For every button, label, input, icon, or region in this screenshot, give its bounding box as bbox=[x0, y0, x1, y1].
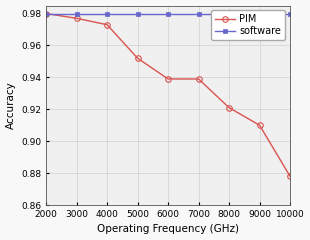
X-axis label: Operating Frequency (GHz): Operating Frequency (GHz) bbox=[97, 224, 239, 234]
Legend: PIM, software: PIM, software bbox=[211, 10, 285, 40]
Line: software: software bbox=[44, 11, 293, 16]
PIM bbox=[227, 106, 231, 109]
PIM bbox=[105, 23, 109, 26]
PIM bbox=[258, 124, 261, 127]
PIM bbox=[288, 175, 292, 178]
Y-axis label: Accuracy: Accuracy bbox=[6, 81, 16, 129]
software bbox=[227, 12, 231, 15]
software bbox=[75, 12, 78, 15]
software bbox=[288, 12, 292, 15]
software bbox=[44, 12, 48, 15]
PIM bbox=[136, 57, 140, 60]
PIM bbox=[44, 12, 48, 15]
software bbox=[136, 12, 140, 15]
software bbox=[197, 12, 201, 15]
software bbox=[166, 12, 170, 15]
PIM bbox=[197, 78, 201, 80]
software bbox=[105, 12, 109, 15]
Line: PIM: PIM bbox=[43, 11, 293, 179]
PIM bbox=[75, 17, 78, 20]
software bbox=[258, 12, 261, 15]
PIM bbox=[166, 78, 170, 80]
